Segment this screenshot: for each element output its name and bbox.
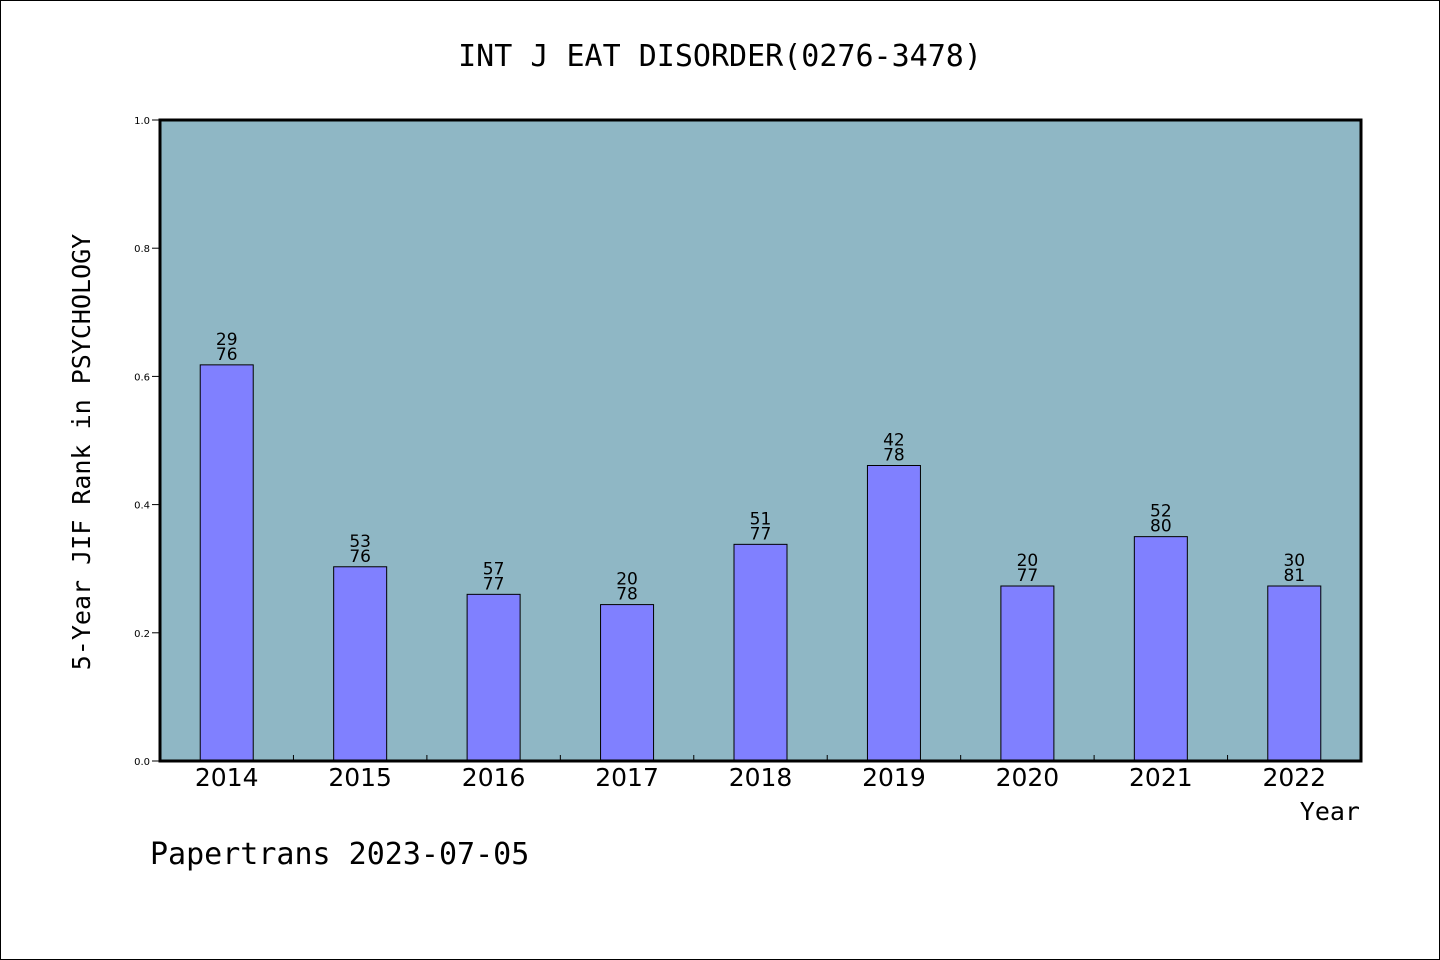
chart-title: INT J EAT DISORDER(0276-3478) xyxy=(458,39,982,74)
bar-2015 xyxy=(333,566,388,762)
bar-total-label-2017: 78 xyxy=(616,585,638,605)
bar-2018 xyxy=(733,543,788,762)
y-tick-label-0.0: 0.0 xyxy=(134,757,150,768)
y-axis-label: 5-Year JIF Rank in PSYCHOLOGY xyxy=(67,234,96,671)
bar-2022 xyxy=(1267,585,1322,762)
bar-rank-label-2022: 30 xyxy=(1283,551,1305,571)
y-tick-label-0.8: 0.8 xyxy=(134,244,150,255)
bar-total-label-2014: 76 xyxy=(216,345,238,365)
bar-total-label-2021: 80 xyxy=(1150,517,1172,537)
bar-total-label-2022: 81 xyxy=(1283,566,1305,586)
x-tick-label-2017: 2017 xyxy=(595,763,659,792)
y-tick-label-1.0: 1.0 xyxy=(134,116,150,127)
x-tick-label-2019: 2019 xyxy=(862,763,926,792)
bar-total-label-2018: 77 xyxy=(750,524,772,544)
plot-border xyxy=(158,118,1363,763)
x-axis-label: Year xyxy=(1300,797,1360,826)
footer-credit: Papertrans 2023-07-05 xyxy=(150,837,529,872)
x-tick-label-2022: 2022 xyxy=(1262,763,1326,792)
bar-rank-label-2018: 51 xyxy=(750,509,772,529)
bar-2020 xyxy=(1000,585,1055,762)
bar-2019 xyxy=(866,464,921,762)
y-axis: 0.0 0.2 0.4 0.6 0.8 1.0 xyxy=(134,116,160,768)
x-tick-label-2015: 2015 xyxy=(328,763,392,792)
bar-total-label-2020: 77 xyxy=(1017,566,1039,586)
bar-2021 xyxy=(1133,536,1188,762)
bar-2016 xyxy=(466,593,521,762)
bar-2017 xyxy=(600,604,655,762)
bar-rank-label-2021: 52 xyxy=(1150,502,1172,522)
y-tick-label-0.2: 0.2 xyxy=(134,629,150,640)
x-tick-label-2020: 2020 xyxy=(996,763,1060,792)
y-tick-label-0.4: 0.4 xyxy=(134,501,150,512)
bar-rank-label-2016: 57 xyxy=(483,559,505,579)
x-tick-label-2014: 2014 xyxy=(195,763,259,792)
y-tick-label-0.6: 0.6 xyxy=(134,372,150,383)
bar-rank-label-2017: 20 xyxy=(616,570,638,590)
bar-rank-label-2015: 53 xyxy=(349,532,371,552)
bar-2014 xyxy=(199,364,254,762)
x-tick-label-2016: 2016 xyxy=(462,763,526,792)
bars-group xyxy=(199,364,1322,762)
x-tick-label-2018: 2018 xyxy=(729,763,793,792)
bar-total-label-2019: 78 xyxy=(883,445,905,465)
bar-total-label-2016: 77 xyxy=(483,574,505,594)
bar-rank-label-2019: 42 xyxy=(883,430,905,450)
bar-rank-label-2014: 29 xyxy=(216,330,238,350)
x-axis: 2014 2015 2016 2017 2018 2019 2020 2021 2022 xyxy=(195,755,1326,792)
bar-total-label-2015: 76 xyxy=(349,547,371,567)
bar-rank-label-2020: 20 xyxy=(1017,551,1039,571)
x-tick-label-2021: 2021 xyxy=(1129,763,1193,792)
